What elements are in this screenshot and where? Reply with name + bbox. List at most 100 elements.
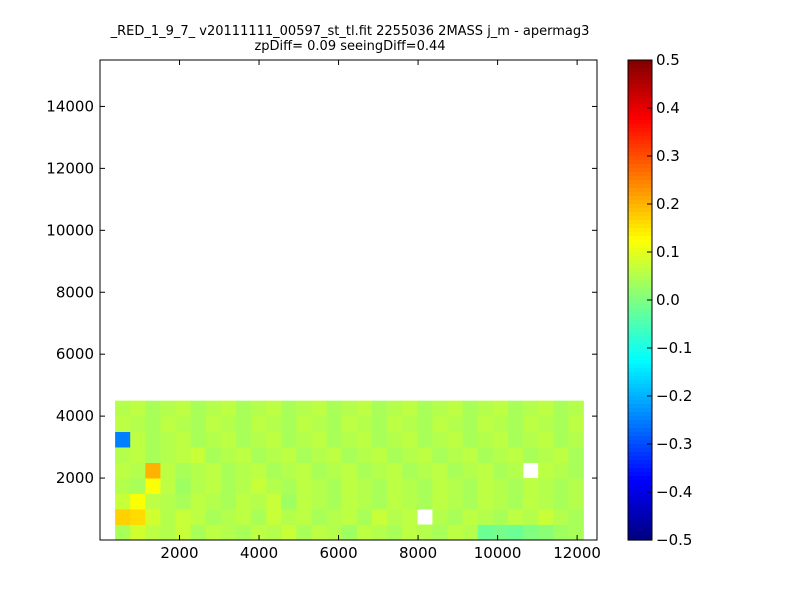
heatmap-cell [190, 493, 207, 510]
heatmap-cell [387, 524, 403, 541]
heatmap-cell [477, 431, 494, 448]
heatmap-cell [235, 478, 252, 494]
colorbar-segment [628, 84, 652, 89]
heatmap-cell [296, 493, 312, 510]
heatmap-cell [477, 509, 494, 525]
heatmap-cell [115, 400, 131, 417]
heatmap-cell [235, 524, 252, 541]
heatmap-cell [190, 462, 207, 479]
heatmap-cell [296, 462, 312, 479]
heatmap-cell [402, 462, 418, 479]
x-tick-label: 8000 [399, 544, 437, 562]
colorbar-segment [628, 516, 652, 521]
colorbar-segment [628, 340, 652, 345]
heatmap-cell [417, 524, 433, 541]
heatmap-cell [492, 416, 509, 433]
heatmap-cell [326, 462, 343, 479]
heatmap-cell [341, 524, 358, 541]
colorbar-segment [628, 284, 652, 289]
colorbar-segment [628, 224, 652, 229]
heatmap-cell [387, 400, 403, 417]
heatmap-cell [462, 416, 479, 433]
heatmap-cell [235, 462, 252, 479]
colorbar-tick-label: 0.4 [656, 99, 680, 117]
heatmap-cell [553, 478, 569, 494]
heatmap-cell [115, 478, 131, 494]
heatmap-cell [341, 416, 358, 433]
heatmap-cell [205, 400, 222, 417]
heatmap-cell [432, 447, 448, 463]
colorbar-segment [628, 68, 652, 73]
colorbar-segment [628, 292, 652, 297]
heatmap-cell [251, 416, 267, 433]
heatmap-cell [220, 509, 237, 525]
heatmap-cell [568, 509, 584, 525]
colorbar-segment [628, 396, 652, 401]
colorbar-segment [628, 288, 652, 293]
heatmap-cell [402, 478, 418, 494]
heatmap-cell [371, 431, 388, 448]
heatmap-cell [311, 524, 328, 541]
heatmap-cell [568, 524, 584, 541]
heatmap-cell [311, 462, 328, 479]
heatmap-cell [568, 493, 584, 510]
colorbar-segment [628, 332, 652, 337]
heatmap-cell [145, 509, 161, 525]
heatmap-cell [220, 431, 237, 448]
heatmap-cell [281, 493, 297, 510]
heatmap-cell [281, 400, 297, 417]
heatmap-cell [281, 509, 297, 525]
colorbar-segment [628, 444, 652, 449]
heatmap-cell [507, 447, 524, 463]
colorbar-segment [628, 304, 652, 309]
heatmap-cell [130, 431, 146, 448]
heatmap-cell [175, 493, 192, 510]
heatmap-cell [341, 447, 358, 463]
colorbar-segment [628, 252, 652, 257]
heatmap-cell [266, 462, 282, 479]
heatmap-cell [311, 431, 328, 448]
heatmap-cell [205, 447, 222, 463]
heatmap-cell [326, 431, 343, 448]
colorbar-segment [628, 260, 652, 265]
colorbar-segment [628, 216, 652, 221]
chart-title-line-2: zpDiff= 0.09 seeingDiff=0.44 [254, 39, 446, 54]
heatmap-cell [251, 400, 267, 417]
heatmap-cell [175, 416, 192, 433]
heatmap-cell [220, 478, 237, 494]
heatmap-cell [205, 478, 222, 494]
heatmap-cell [356, 478, 373, 494]
colorbar-segment [628, 460, 652, 465]
heatmap-cell [220, 447, 237, 463]
heatmap-cell [130, 509, 146, 525]
colorbar-segment [628, 116, 652, 121]
heatmap-cell [477, 462, 494, 479]
colorbar-segment [628, 60, 652, 65]
colorbar-segment [628, 124, 652, 129]
heatmap-cell [492, 493, 509, 510]
heatmap-cell [145, 400, 161, 417]
colorbar-segment [628, 412, 652, 417]
heatmap-cell [235, 493, 252, 510]
heatmap-cell [311, 447, 328, 463]
heatmap-cell [553, 447, 569, 463]
heatmap-cell [387, 493, 403, 510]
heatmap-cell [130, 478, 146, 494]
heatmap-cell [538, 400, 554, 417]
heatmap-cell [160, 524, 176, 541]
colorbar-segment [628, 328, 652, 333]
colorbar-segment [628, 180, 652, 185]
heatmap-cell [432, 462, 448, 479]
heatmap-cell [220, 524, 237, 541]
heatmap-cell [538, 462, 554, 479]
colorbar-segment [628, 100, 652, 105]
colorbar-segment [628, 96, 652, 101]
heatmap-cell [492, 447, 509, 463]
heatmap-cell [447, 478, 464, 494]
colorbar-segment [628, 388, 652, 393]
colorbar-segment [628, 160, 652, 165]
heatmap-cell [387, 416, 403, 433]
heatmap-cell [251, 431, 267, 448]
heatmap-cell [417, 493, 433, 510]
colorbar-segment [628, 448, 652, 453]
